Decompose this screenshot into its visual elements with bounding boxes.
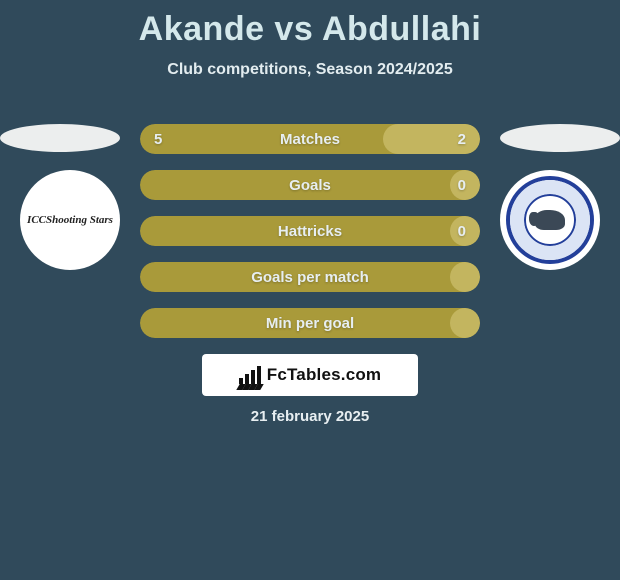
stat-label: Hattricks	[140, 216, 480, 246]
player-silhouette-right	[500, 124, 620, 152]
stat-label: Goals per match	[140, 262, 480, 292]
stat-row: Hattricks0	[140, 216, 480, 246]
club-badge-left-label: ICCShooting Stars	[27, 214, 113, 226]
brand-badge[interactable]: FcTables.com	[202, 354, 418, 396]
brand-text: FcTables.com	[267, 365, 382, 385]
stat-row: Goals per match	[140, 262, 480, 292]
stat-row: Matches5 2	[140, 124, 480, 154]
bars-icon	[239, 366, 261, 384]
elephant-icon	[535, 210, 565, 230]
subtitle: Club competitions, Season 2024/2025	[0, 61, 620, 79]
club-badge-left: ICCShooting Stars	[20, 170, 120, 270]
stat-value-left: 5	[154, 124, 162, 154]
stat-label: Min per goal	[140, 308, 480, 338]
club-badge-right	[500, 170, 600, 270]
stat-label: Matches	[140, 124, 480, 154]
stats-panel: Matches52Goals0Hattricks0Goals per match…	[140, 124, 480, 354]
stat-label: Goals	[140, 170, 480, 200]
stat-value-right: 0	[458, 216, 466, 246]
page-title: Akande vs Abdullahi	[0, 0, 620, 49]
stat-value-right: 2	[458, 124, 466, 154]
player-silhouette-left	[0, 124, 120, 152]
stat-row: Goals0	[140, 170, 480, 200]
date-label: 21 february 2025	[0, 408, 620, 425]
stat-value-right: 0	[458, 170, 466, 200]
stat-row: Min per goal	[140, 308, 480, 338]
enyimba-crest-icon	[506, 176, 594, 264]
